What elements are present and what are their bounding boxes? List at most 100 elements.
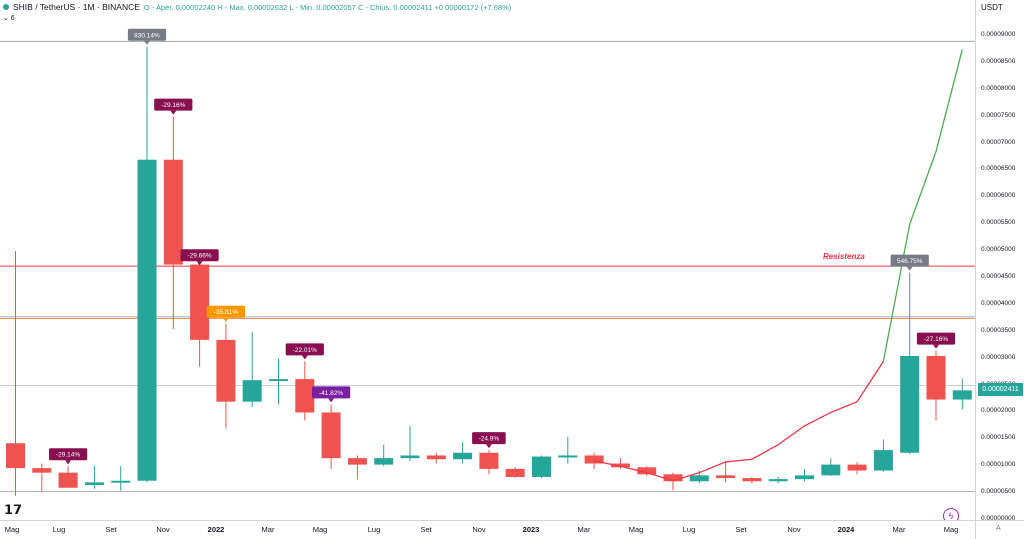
candle-body bbox=[873, 450, 893, 471]
candle-body bbox=[137, 159, 157, 481]
callout-pointer bbox=[65, 460, 72, 465]
percent-callout[interactable]: -35.81% bbox=[206, 305, 245, 322]
percent-callout[interactable]: -24.9% bbox=[472, 432, 506, 449]
price-tick-label: 0.00004000 bbox=[981, 299, 1016, 307]
price-tick-label: 0.00000000 bbox=[981, 515, 1016, 522]
candle-body bbox=[453, 452, 473, 460]
auto-scale-button[interactable]: A bbox=[996, 525, 1001, 532]
candle-body bbox=[321, 412, 341, 459]
time-tick-label: Lug bbox=[682, 525, 696, 534]
time-tick-label: Lug bbox=[52, 525, 66, 534]
candlestick-chart[interactable]: 830.14% -29.14% -29.16% -29.66% -35.81% -22.0… bbox=[0, 0, 975, 520]
callout-pointer bbox=[222, 317, 229, 322]
callout-label: -22.01% bbox=[293, 347, 317, 354]
callout-label: -29.66% bbox=[187, 253, 211, 260]
callout-label: -24.9% bbox=[479, 436, 500, 443]
candle-body bbox=[242, 380, 262, 402]
candle-body bbox=[58, 472, 78, 488]
time-tick-label: 2022 bbox=[207, 525, 225, 534]
candle-body bbox=[558, 455, 578, 458]
price-tick-label: 0.00007500 bbox=[981, 111, 1016, 119]
candle-body bbox=[952, 390, 972, 400]
callout-box bbox=[285, 343, 324, 356]
callout-box bbox=[127, 28, 167, 41]
callout-pointer bbox=[485, 444, 492, 449]
candle-body bbox=[295, 379, 315, 413]
percent-callout[interactable]: -27.16% bbox=[916, 332, 956, 349]
candle-body bbox=[821, 464, 841, 476]
time-tick-label: Mar bbox=[261, 525, 275, 534]
time-axis[interactable]: Mag Lug Set Nov 2022 Mar Mag Lug Set Nov 2023 Mar Ma… bbox=[0, 520, 975, 539]
candle-body bbox=[716, 475, 736, 479]
symbol-header: SHIB / TetherUS · 1M · BINANCE O ‑ Aper.… bbox=[3, 2, 511, 12]
time-tick-label: Set bbox=[420, 525, 432, 534]
callout-pointer bbox=[933, 344, 939, 349]
callout-pointer bbox=[144, 40, 150, 45]
price-tick-label: 0.00003500 bbox=[981, 326, 1016, 334]
price-tick-label: 0.00008500 bbox=[981, 57, 1016, 65]
price-tick-label: 0.00002000 bbox=[981, 407, 1016, 415]
chart-area[interactable]: 830.14% -29.14% -29.16% -29.66% -35.81% -22.0… bbox=[0, 0, 975, 520]
time-tick-label: 2024 bbox=[837, 525, 855, 534]
candle-body bbox=[584, 455, 604, 464]
time-tick-label: Nov bbox=[472, 525, 486, 534]
currency-label[interactable]: USDT bbox=[981, 3, 1003, 12]
candle-body bbox=[637, 467, 657, 475]
price-tick-label: 0.00009000 bbox=[981, 31, 1016, 38]
time-tick-label: Nov bbox=[787, 525, 801, 534]
price-axis[interactable]: USDT 0.00009000 0.00008500 0.00008000 0.000… bbox=[975, 0, 1024, 538]
candle-body bbox=[689, 475, 709, 482]
resistance-label: Resistenza bbox=[823, 252, 865, 261]
percent-callout[interactable]: -29.14% bbox=[49, 448, 88, 465]
callout-pointer bbox=[196, 261, 203, 266]
candle-body bbox=[111, 480, 131, 483]
candle-body bbox=[795, 475, 814, 480]
price-tick-label: 0.00004500 bbox=[981, 273, 1016, 280]
callout-box bbox=[49, 448, 88, 461]
candle-body bbox=[190, 264, 210, 340]
price-tick-label: 0.00001000 bbox=[981, 461, 1016, 469]
price-tick-label: 0.00007000 bbox=[981, 138, 1016, 146]
time-tick-label: Mag bbox=[312, 525, 328, 534]
candle-body bbox=[374, 458, 394, 465]
callout-label: -27.16% bbox=[924, 336, 948, 343]
callout-box bbox=[206, 305, 245, 318]
candle-body bbox=[663, 474, 683, 482]
candle-body bbox=[532, 456, 551, 477]
candle-body bbox=[926, 355, 946, 400]
time-tick-label: Mag bbox=[943, 525, 959, 534]
price-tick-label: 0.00006500 bbox=[981, 165, 1016, 173]
callout-box bbox=[472, 432, 506, 445]
percent-callout[interactable]: -41.82% bbox=[312, 386, 351, 403]
price-tick-label: 0.00006000 bbox=[981, 192, 1016, 200]
time-tick-label: Mag bbox=[628, 525, 644, 534]
callout-label: 546.75% bbox=[897, 258, 923, 265]
time-tick-label: 2023 bbox=[522, 525, 540, 534]
tradingview-logo-icon[interactable]: 𝟭𝟳 bbox=[4, 502, 23, 517]
candle-body bbox=[347, 458, 367, 465]
price-tick-label: 0.00000500 bbox=[981, 488, 1016, 496]
candle-body bbox=[900, 355, 920, 453]
time-tick-label: Mar bbox=[577, 525, 591, 534]
indicator-toggle[interactable]: ⌄ 6 bbox=[3, 15, 15, 22]
price-tick-label: 0.00003000 bbox=[981, 353, 1016, 361]
percent-callout[interactable]: 546.75% bbox=[890, 254, 929, 271]
callout-label: -29.16% bbox=[161, 102, 185, 109]
candle-body bbox=[216, 339, 236, 402]
candle-body bbox=[426, 455, 446, 460]
callout-box bbox=[180, 249, 219, 262]
candle-body bbox=[610, 463, 630, 468]
percent-callout[interactable]: -22.01% bbox=[285, 343, 324, 360]
percent-callout[interactable]: -29.66% bbox=[180, 249, 219, 266]
projection-red-line bbox=[593, 361, 884, 482]
callout-pointer bbox=[328, 398, 335, 403]
candle-body bbox=[84, 482, 104, 486]
lightning-icon[interactable]: ϟ bbox=[943, 508, 959, 520]
callout-label: -35.81% bbox=[214, 309, 238, 316]
percent-callout[interactable]: -29.16% bbox=[154, 98, 193, 115]
price-tick-label: 0.00005000 bbox=[981, 246, 1016, 254]
symbol-label[interactable]: SHIB / TetherUS · 1M · BINANCE bbox=[13, 2, 140, 12]
percent-callout[interactable]: 830.14% bbox=[127, 28, 167, 45]
callout-pointer bbox=[301, 355, 308, 360]
price-tick-label: 0.00001500 bbox=[981, 434, 1016, 442]
